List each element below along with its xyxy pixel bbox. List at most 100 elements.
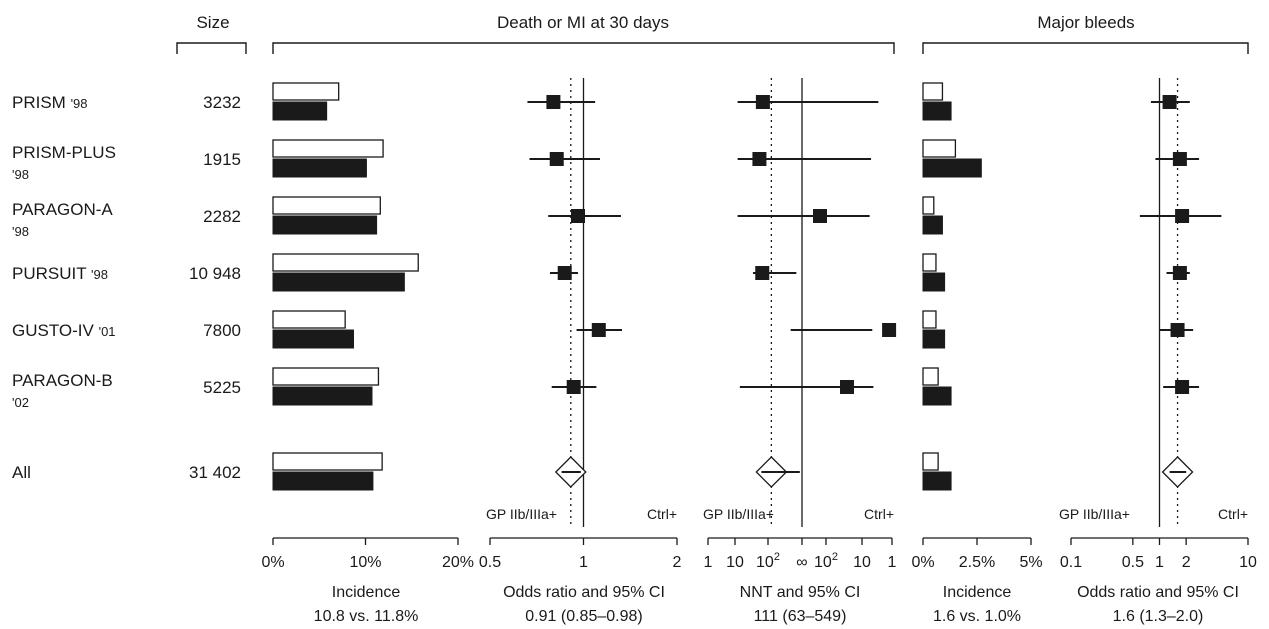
trial-size: 2282 [203,207,241,226]
or-point [549,152,564,166]
bleed-incidence-summary: 1.6 vs. 1.0% [933,608,1021,625]
incidence-bar-control [272,367,380,386]
trial-year: '98 [12,167,29,182]
bleed-bar-control [922,367,939,386]
nnt-axis-tick-label: 10 [726,554,744,571]
incidence-axis-tick-label: 10% [349,554,381,571]
trial-size: 3232 [203,93,241,112]
or-axis-tick-label: 2 [673,554,682,571]
trial-size: 31 402 [189,463,241,482]
incidence-axis-label: Incidence [332,584,401,601]
bleed-or-axis-tick-label: 1 [1155,554,1164,571]
nnt-point [813,209,827,223]
trial-name: PRISM '98 [12,93,88,112]
bleed-or-point [1175,209,1190,223]
bleed-incidence-axis-label: Incidence [943,584,1012,601]
bleed-or-point [1172,266,1187,280]
bleed-or-point [1175,380,1190,394]
incidence-bar-control [272,253,419,272]
nnt-ctrl-label: Ctrl+ [864,506,894,522]
incidence-bar-gp [272,158,367,178]
nnt-axis-tick-exponent: 2 [774,551,780,563]
bleeds-header: Major bleeds [1037,13,1134,32]
nnt-point [755,95,770,109]
bleeds-bracket [922,42,1249,54]
size-header: Size [196,13,229,32]
trial-size: 10 948 [189,264,241,283]
death-mi-header: Death or MI at 30 days [497,13,669,32]
incidence-bar-gp [272,329,354,349]
or-point [570,209,585,223]
or-gp-label: GP IIb/IIIa+ [486,506,557,522]
trial-year: '01 [99,324,116,339]
nnt-axis-tick-label: ∞ [796,554,807,571]
incidence-bar-gp [272,215,378,235]
nnt-axis-tick-exponent: 2 [832,551,838,563]
trial-name: GUSTO-IV '01 [12,321,116,340]
incidence-summary: 10.8 vs. 11.8% [314,608,419,625]
trial-name: PARAGON-B [12,371,113,390]
or-axis-tick-label: 0.5 [479,554,501,571]
bleed-bar-control [922,196,935,215]
trial-size: 7800 [203,321,241,340]
bleed-bar-control [922,310,937,329]
bleed-bar-control [922,82,944,101]
or-point [591,323,606,337]
bleed-bar-gp [922,101,952,121]
nnt-axis-tick-label: 1 [888,554,897,571]
incidence-bar-gp [272,272,405,292]
or-summary: 0.91 (0.85–0.98) [525,608,642,625]
bleed-incidence-axis-tick-label: 2.5% [959,554,995,571]
or-ctrl-label: Ctrl+ [647,506,677,522]
nnt-point [882,323,897,337]
bleed-bar-control [922,452,939,471]
incidence-axis-tick-label: 20% [442,554,474,571]
or-point [557,266,572,280]
incidence-bar-control [272,139,384,158]
nnt-axis-label: NNT and 95% CI [740,584,861,601]
size-bracket [176,42,247,54]
nnt-axis-tick-label: 10 [853,554,871,571]
trial-name: PARAGON-A [12,200,113,219]
incidence-bar-gp [272,101,328,121]
nnt-gp-label: GP IIb/IIIa+ [703,506,774,522]
trial-size: 1915 [203,150,241,169]
nnt-axis-tick-label: 1 [704,554,713,571]
nnt-axis-tick-label: 102 [814,551,838,571]
incidence-bar-gp [272,471,374,491]
bleed-incidence-axis-tick-label: 0% [911,554,934,571]
bleed-or-axis-tick-label: 0.5 [1122,554,1144,571]
bleed-bar-gp [922,471,952,491]
bleed-or-point [1172,152,1187,166]
trial-year: '02 [12,395,29,410]
or-point [546,95,561,109]
or-point [566,380,581,394]
bleed-bar-gp [922,158,982,178]
bleed-incidence-axis-tick-label: 5% [1019,554,1042,571]
bleed-or-point [1162,95,1177,109]
incidence-bar-control [272,310,346,329]
incidence-bar-gp [272,386,373,406]
bleed-or-axis-tick-label: 0.1 [1060,554,1082,571]
incidence-bar-control [272,196,381,215]
bleed-or-axis-label: Odds ratio and 95% CI [1077,584,1239,601]
incidence-bar-control [272,82,340,101]
or-axis-label: Odds ratio and 95% CI [503,584,665,601]
bleed-or-axis-tick-label: 2 [1182,554,1191,571]
death-mi-bracket [272,42,895,54]
or-axis-tick-label: 1 [579,554,588,571]
bleed-bar-control [922,139,957,158]
bleed-bar-control [922,253,937,272]
nnt-axis-tick-label: 102 [756,551,780,571]
trial-year: '98 [71,96,88,111]
bleed-or-gp-label: GP IIb/IIIa+ [1059,506,1130,522]
nnt-summary: 111 (63–549) [754,608,847,625]
trial-year: '98 [12,224,29,239]
bleed-or-summary: 1.6 (1.3–2.0) [1113,608,1204,625]
nnt-point [755,266,770,280]
bleed-or-axis-tick-label: 10 [1239,554,1257,571]
nnt-point [840,380,854,394]
incidence-axis-tick-label: 0% [261,554,284,571]
